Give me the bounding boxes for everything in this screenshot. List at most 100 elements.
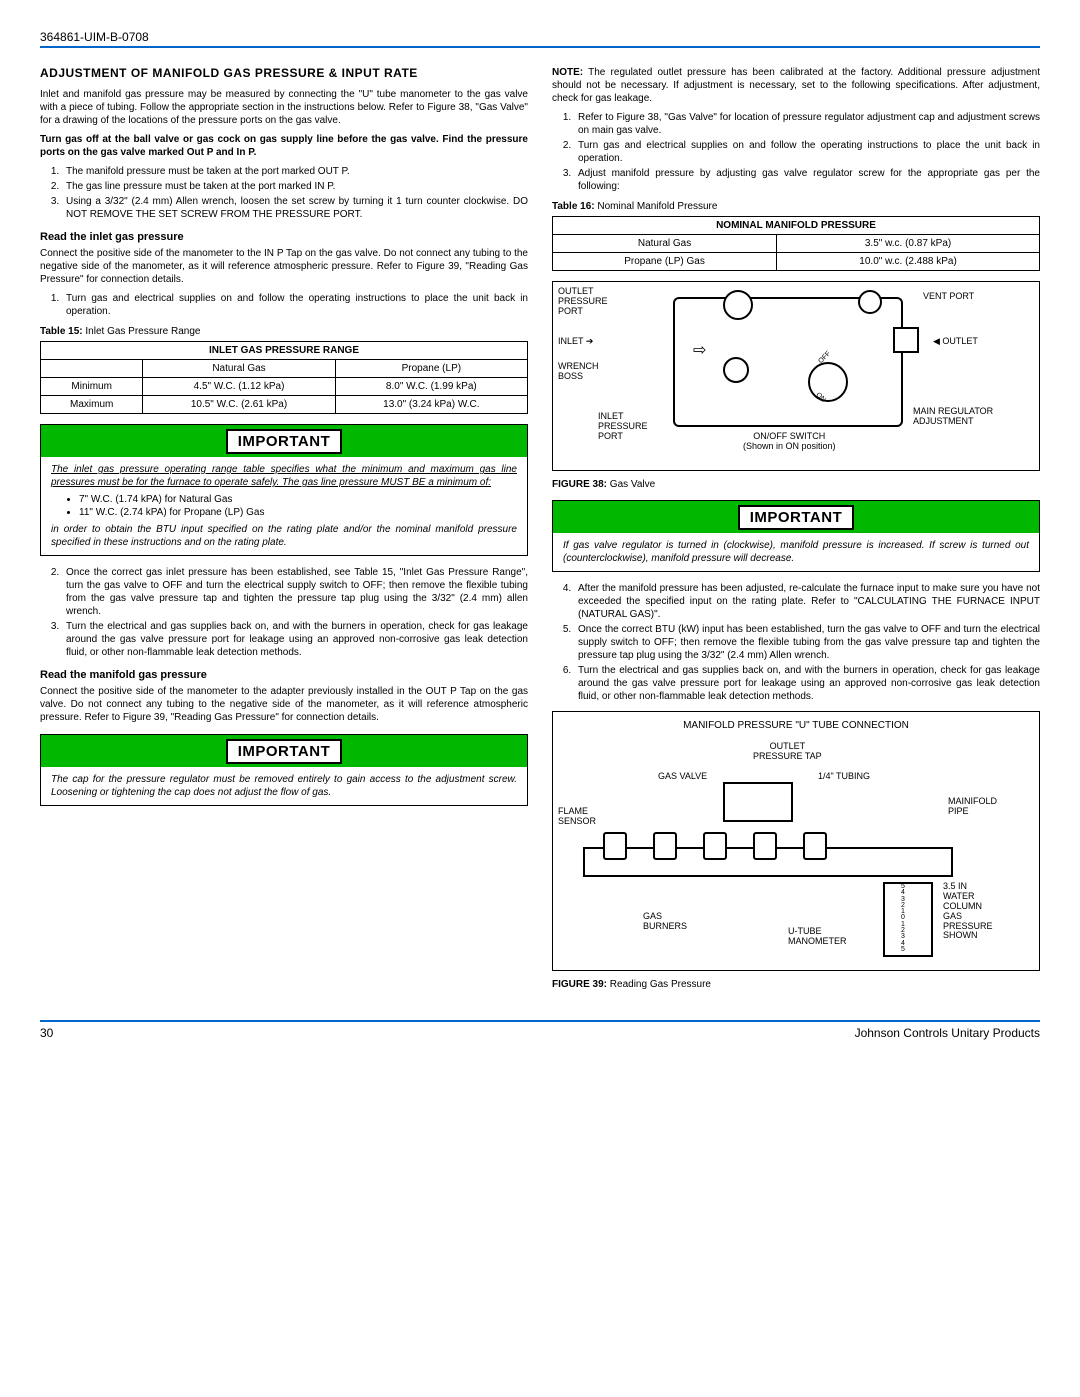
doc-header: 364861-UIM-B-0708	[40, 30, 1040, 48]
table-cell: 13.0" (3.24 kPa) W.C.	[335, 396, 527, 414]
ordered-list: After the manifold pressure has been adj…	[552, 582, 1040, 703]
important-body: The inlet gas pressure operating range t…	[41, 457, 527, 555]
list-item: After the manifold pressure has been adj…	[574, 582, 1040, 621]
manometer-icon	[883, 882, 933, 957]
valve-knob-icon	[723, 357, 749, 383]
fig-label: GAS BURNERS	[643, 912, 687, 932]
list-item: Using a 3/32" (2.4 mm) Allen wrench, loo…	[62, 195, 528, 221]
page-number: 30	[40, 1026, 53, 1040]
important-box: IMPORTANT The cap for the pressure regul…	[40, 734, 528, 806]
fig-label: U-TUBE MANOMETER	[788, 927, 847, 947]
table-caption: Table 16: Nominal Manifold Pressure	[552, 201, 1040, 212]
bold-paragraph: Turn gas off at the ball valve or gas co…	[40, 133, 528, 159]
caption-bold: FIGURE 38:	[552, 479, 607, 490]
list-item: Adjust manifold pressure by adjusting ga…	[574, 167, 1040, 193]
burner-icon	[753, 832, 777, 860]
table-cell	[41, 360, 143, 378]
important-body: The cap for the pressure regulator must …	[41, 767, 527, 805]
gas-valve-icon	[723, 782, 793, 822]
table-caption: Table 15: Inlet Gas Pressure Range	[40, 326, 528, 337]
table-16: NOMINAL MANIFOLD PRESSURE Natural Gas3.5…	[552, 216, 1040, 271]
fig-label: OUTLET PRESSURE PORT	[558, 287, 608, 317]
text: in order to obtain the BTU input specifi…	[51, 523, 517, 549]
paragraph: NOTE: The regulated outlet pressure has …	[552, 66, 1040, 105]
caption-bold: Table 15:	[40, 326, 83, 337]
important-label: IMPORTANT	[226, 429, 343, 454]
important-box: IMPORTANT The inlet gas pressure operati…	[40, 424, 528, 556]
list-item: Turn the electrical and gas supplies bac…	[574, 664, 1040, 703]
table-header: NOMINAL MANIFOLD PRESSURE	[553, 217, 1040, 235]
important-body: If gas valve regulator is turned in (clo…	[553, 533, 1039, 571]
fig-label: INLET PRESSURE PORT	[598, 412, 648, 442]
fig-label: MAIN REGULATOR ADJUSTMENT	[913, 407, 993, 427]
list-item: Turn gas and electrical supplies on and …	[62, 292, 528, 318]
important-bar: IMPORTANT	[41, 735, 527, 767]
fig-label: 1/4" TUBING	[818, 772, 870, 782]
outlet-port-icon	[893, 327, 919, 353]
list-item: 7" W.C. (1.74 kPA) for Natural Gas	[79, 493, 517, 506]
underline-text: MUST BE	[381, 477, 428, 488]
important-bar: IMPORTANT	[41, 425, 527, 457]
gas-valve-body-icon	[673, 297, 903, 427]
valve-knob-icon	[858, 290, 882, 314]
caption-text: Gas Valve	[607, 479, 655, 490]
ordered-list: Refer to Figure 38, "Gas Valve" for loca…	[552, 111, 1040, 193]
caption-bold: Table 16:	[552, 201, 595, 212]
list-item: The gas line pressure must be taken at t…	[62, 180, 528, 193]
table-cell: Minimum	[41, 378, 143, 396]
subheading: Read the inlet gas pressure	[40, 231, 528, 243]
bullet-list: 7" W.C. (1.74 kPA) for Natural Gas 11" W…	[51, 493, 517, 519]
burner-icon	[703, 832, 727, 860]
inlet-arrow-icon: ⇨	[693, 340, 706, 360]
burner-icon	[653, 832, 677, 860]
table-cell: 10.0" w.c. (2.488 kPa)	[777, 253, 1040, 271]
paragraph: Connect the positive side of the manomet…	[40, 247, 528, 286]
fig-label: ON/OFF SWITCH (Shown in ON position)	[743, 432, 836, 452]
caption-text: Nominal Manifold Pressure	[595, 201, 718, 212]
valve-knob-icon	[723, 290, 753, 320]
paragraph: Inlet and manifold gas pressure may be m…	[40, 88, 528, 127]
figure-caption: FIGURE 39: Reading Gas Pressure	[552, 979, 1040, 990]
important-bar: IMPORTANT	[553, 501, 1039, 533]
left-column: ADJUSTMENT OF MANIFOLD GAS PRESSURE & IN…	[40, 66, 528, 1000]
two-column-layout: ADJUSTMENT OF MANIFOLD GAS PRESSURE & IN…	[40, 66, 1040, 1000]
text: a minimum of:	[428, 477, 491, 488]
paragraph: Connect the positive side of the manomet…	[40, 685, 528, 724]
subheading: Read the manifold gas pressure	[40, 669, 528, 681]
table-cell: Natural Gas	[143, 360, 335, 378]
figure-caption: FIGURE 38: Gas Valve	[552, 479, 1040, 490]
table-cell: Natural Gas	[553, 235, 777, 253]
doc-id: 364861-UIM-B-0708	[40, 30, 1040, 44]
table-cell: 8.0" W.C. (1.99 kPa)	[335, 378, 527, 396]
burner-icon	[803, 832, 827, 860]
fig-label: OUTLET PRESSURE TAP	[753, 742, 822, 762]
table-15: INLET GAS PRESSURE RANGE Natural Gas Pro…	[40, 341, 528, 414]
caption-bold: FIGURE 39:	[552, 979, 607, 990]
important-box: IMPORTANT If gas valve regulator is turn…	[552, 500, 1040, 572]
ordered-list: The manifold pressure must be taken at t…	[40, 165, 528, 221]
manometer-scale: 54321012345	[901, 884, 905, 953]
caption-text: Inlet Gas Pressure Range	[83, 326, 201, 337]
figure-title: MANIFOLD PRESSURE "U" TUBE CONNECTION	[561, 720, 1031, 731]
figure-39: MANIFOLD PRESSURE "U" TUBE CONNECTION 54…	[552, 711, 1040, 971]
ordered-list: Once the correct gas inlet pressure has …	[40, 566, 528, 659]
doc-footer: 30 Johnson Controls Unitary Products	[40, 1020, 1040, 1040]
list-item: The manifold pressure must be taken at t…	[62, 165, 528, 178]
figure-38: ⇨ OUTLET PRESSURE PORT INLET ➔ WRENCH BO…	[552, 281, 1040, 471]
fig-label: GAS VALVE	[658, 772, 707, 782]
list-item: Once the correct BTU (kW) input has been…	[574, 623, 1040, 662]
text: The regulated outlet pressure has been c…	[552, 67, 1040, 104]
caption-text: Reading Gas Pressure	[607, 979, 711, 990]
note-bold: NOTE:	[552, 67, 583, 78]
fig-label: FLAME SENSOR	[558, 807, 596, 827]
table-cell: Maximum	[41, 396, 143, 414]
list-item: Turn gas and electrical supplies on and …	[574, 139, 1040, 165]
fig-label: ◀ OUTLET	[933, 337, 978, 347]
list-item: Once the correct gas inlet pressure has …	[62, 566, 528, 618]
table-cell: 10.5" W.C. (2.61 kPa)	[143, 396, 335, 414]
table-cell: 4.5" W.C. (1.12 kPa)	[143, 378, 335, 396]
list-item: Turn the electrical and gas supplies bac…	[62, 620, 528, 659]
important-label: IMPORTANT	[226, 739, 343, 764]
important-label: IMPORTANT	[738, 505, 855, 530]
fig-label: 3.5 IN WATER COLUMN GAS PRESSURE SHOWN	[943, 882, 993, 941]
